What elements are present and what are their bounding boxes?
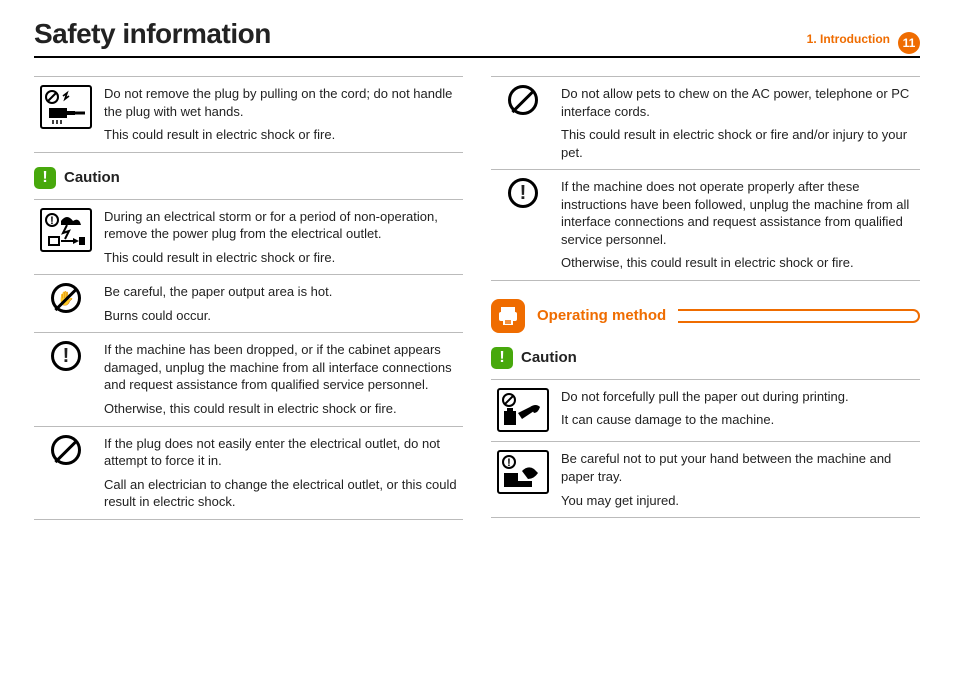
safety-row: ! If the machine has been dropped, or if…: [34, 333, 463, 426]
safety-row: ! Be careful not to put your hand betwee…: [491, 442, 920, 518]
safety-p1: Do not remove the plug by pulling on the…: [104, 85, 457, 120]
exclaim-icon: !: [51, 341, 81, 371]
safety-p1: Be careful, the paper output area is hot…: [104, 283, 457, 301]
safety-p1: Be careful not to put your hand between …: [561, 450, 914, 485]
safety-row: Do not allow pets to chew on the AC powe…: [491, 77, 920, 170]
safety-row: ! If the machine does not operate proper…: [491, 170, 920, 281]
safety-row: Do not remove the plug by pulling on the…: [34, 77, 463, 153]
safety-p2: Burns could occur.: [104, 307, 457, 325]
safety-p2: This could result in electric shock or f…: [104, 249, 457, 267]
prohibit-icon: [508, 85, 538, 115]
exclaim-icon: !: [508, 178, 538, 208]
left-column: Do not remove the plug by pulling on the…: [34, 76, 463, 520]
safety-row: ✋ Be careful, the paper output area is h…: [34, 275, 463, 333]
safety-text: Do not forcefully pull the paper out dur…: [555, 379, 920, 442]
safety-p1: During an electrical storm or for a peri…: [104, 208, 457, 243]
section-bar: [678, 309, 920, 323]
safety-row: ! During an electrical storm or for: [34, 199, 463, 275]
caution-badge-icon: !: [491, 347, 513, 369]
caution-heading: ! Caution: [491, 347, 920, 369]
safety-p1: Do not forcefully pull the paper out dur…: [561, 388, 914, 406]
safety-p2: This could result in electric shock or f…: [561, 126, 914, 161]
operating-method-label: Operating method: [537, 307, 666, 324]
caution-heading: ! Caution: [34, 167, 463, 189]
safety-text: Do not allow pets to chew on the AC powe…: [555, 77, 920, 170]
printer-icon: [491, 299, 525, 333]
breadcrumb: 1. Introduction: [807, 32, 890, 46]
caution-label: Caution: [64, 169, 120, 186]
hand-tray-warn-icon: !: [497, 450, 549, 494]
safety-p2: This could result in electric shock or f…: [104, 126, 457, 144]
safety-p2: Call an electrician to change the electr…: [104, 476, 457, 511]
safety-text: If the machine has been dropped, or if t…: [98, 333, 463, 426]
safety-text: Be careful, the paper output area is hot…: [98, 275, 463, 333]
safety-p1: Do not allow pets to chew on the AC powe…: [561, 85, 914, 120]
no-touch-hot-icon: ✋: [51, 283, 81, 313]
safety-row: Do not forcefully pull the paper out dur…: [491, 379, 920, 442]
safety-p2: Otherwise, this could result in electric…: [561, 254, 914, 272]
safety-table-operating: Do not forcefully pull the paper out dur…: [491, 379, 920, 518]
safety-p2: You may get injured.: [561, 492, 914, 510]
safety-row: If the plug does not easily enter the el…: [34, 426, 463, 519]
safety-text: If the machine does not operate properly…: [555, 170, 920, 281]
caution-label: Caution: [521, 349, 577, 366]
safety-text: Do not remove the plug by pulling on the…: [98, 77, 463, 153]
safety-p1: If the machine does not operate properly…: [561, 178, 914, 248]
safety-p1: If the machine has been dropped, or if t…: [104, 341, 457, 394]
storm-unplug-icon: !: [40, 208, 92, 252]
svg-text:!: !: [507, 457, 511, 469]
page-header: Safety information 1. Introduction 11: [34, 18, 920, 58]
safety-table-caution-left: ! During an electrical storm or for: [34, 199, 463, 520]
plug-wet-hands-prohibit-icon: [40, 85, 92, 129]
svg-text:!: !: [50, 215, 54, 227]
safety-text: During an electrical storm or for a peri…: [98, 199, 463, 275]
safety-text: Be careful not to put your hand between …: [555, 442, 920, 518]
safety-text: If the plug does not easily enter the el…: [98, 426, 463, 519]
safety-table-top-left: Do not remove the plug by pulling on the…: [34, 76, 463, 153]
safety-p2: Otherwise, this could result in electric…: [104, 400, 457, 418]
page-number-badge: 11: [898, 32, 920, 54]
prohibit-icon: [51, 435, 81, 465]
safety-p1: If the plug does not easily enter the el…: [104, 435, 457, 470]
page-title: Safety information: [34, 18, 807, 50]
operating-method-heading: Operating method: [491, 299, 920, 333]
safety-table-top-right: Do not allow pets to chew on the AC powe…: [491, 76, 920, 281]
safety-p2: It can cause damage to the machine.: [561, 411, 914, 429]
right-column: Do not allow pets to chew on the AC powe…: [491, 76, 920, 520]
pull-paper-prohibit-icon: [497, 388, 549, 432]
caution-badge-icon: !: [34, 167, 56, 189]
